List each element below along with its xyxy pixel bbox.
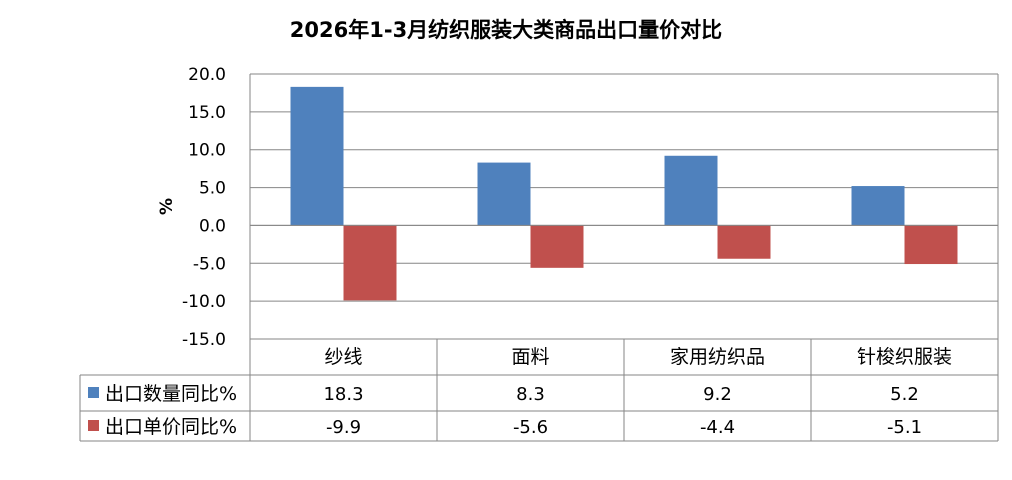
data-label: -4.4: [700, 417, 735, 438]
y-axis-label: %: [157, 198, 177, 215]
x-tick-label: 纱线: [324, 346, 362, 368]
data-label: -5.6: [513, 417, 548, 438]
bar-quantity: [664, 155, 718, 226]
bar-price: [343, 225, 397, 301]
legend-swatch: [88, 387, 99, 398]
data-label: 8.3: [516, 384, 545, 405]
data-label: 18.3: [323, 384, 363, 405]
bar-price: [530, 225, 584, 268]
data-label: -9.9: [326, 417, 361, 438]
bar-quantity: [477, 162, 531, 226]
y-tick-label: -15.0: [182, 330, 226, 350]
bar-price: [717, 225, 771, 259]
x-tick-label: 家用纺织品: [670, 346, 765, 368]
y-tick-label: 5.0: [199, 179, 226, 199]
legend-label: 出口数量同比%: [105, 383, 237, 405]
bar-price: [904, 225, 958, 265]
y-tick-label: -5.0: [193, 254, 226, 274]
data-label: 5.2: [890, 384, 919, 405]
data-label: -5.1: [887, 417, 922, 438]
x-tick-label: 针梭织服装: [857, 346, 952, 368]
y-tick-label: 0.0: [199, 216, 226, 236]
y-tick-label: -10.0: [182, 292, 226, 312]
legend-label: 出口单价同比%: [105, 416, 237, 438]
y-tick-label: 20.0: [188, 65, 226, 85]
bar-quantity: [290, 86, 344, 226]
x-tick-label: 面料: [511, 346, 549, 368]
chart-title: 2026年1-3月纺织服装大类商品出口量价对比: [289, 18, 723, 42]
data-label: 9.2: [703, 384, 732, 405]
y-tick-label: 15.0: [188, 103, 226, 123]
legend-swatch: [88, 420, 99, 431]
y-tick-label: 10.0: [188, 141, 226, 161]
bar-quantity: [851, 186, 905, 226]
